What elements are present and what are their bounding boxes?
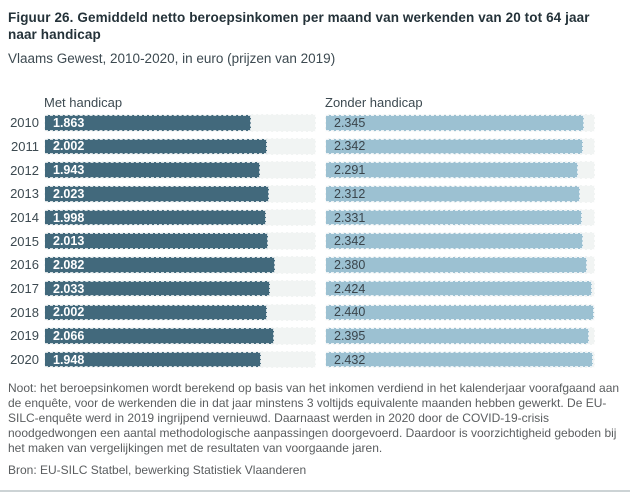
bar-track-zonder-handicap: 2.331 <box>325 208 595 227</box>
bar-value-label: 1.998 <box>53 210 85 225</box>
chart-row-2012: 2012 1.943 2.291 <box>8 161 622 179</box>
bar-zonder-handicap[interactable]: 2.395 <box>326 328 590 344</box>
bar-value-label: 1.943 <box>53 163 85 178</box>
bar-track-zonder-handicap: 2.424 <box>325 279 595 298</box>
bar-met-handicap[interactable]: 1.863 <box>45 115 252 131</box>
bar-value-label: 2.013 <box>53 234 85 249</box>
bar-value-label: 2.342 <box>334 139 366 154</box>
bar-value-label: 2.440 <box>334 305 366 320</box>
bar-met-handicap[interactable]: 2.066 <box>45 328 274 344</box>
bar-value-label: 2.002 <box>53 305 85 320</box>
year-label: 2018 <box>10 304 39 320</box>
year-label: 2013 <box>10 186 39 202</box>
year-label: 2012 <box>10 162 39 178</box>
bar-track-met-handicap: 2.013 <box>44 232 316 250</box>
bar-zonder-handicap[interactable]: 2.342 <box>326 233 584 249</box>
bar-track-met-handicap: 2.002 <box>44 137 316 156</box>
bar-value-label: 2.023 <box>53 186 85 201</box>
chart-row-2019: 2019 2.066 2.395 <box>8 327 622 345</box>
bar-zonder-handicap[interactable]: 2.291 <box>326 162 578 178</box>
chart-row-2020: 2020 1.948 2.432 <box>8 350 622 369</box>
bar-track-zonder-handicap: 2.291 <box>325 161 595 179</box>
bar-chart: Met handicap Zonder handicap 2010 1.863 2.… <box>8 94 622 369</box>
bar-zonder-handicap[interactable]: 2.424 <box>326 280 593 297</box>
chart-row-2010: 2010 1.863 2.345 <box>8 114 622 132</box>
bar-value-label: 2.342 <box>334 234 366 249</box>
bar-track-met-handicap: 2.002 <box>44 303 316 321</box>
bar-track-met-handicap: 2.082 <box>44 256 316 274</box>
year-label: 2017 <box>10 281 39 297</box>
bar-track-met-handicap: 1.948 <box>44 350 316 369</box>
bar-track-zonder-handicap: 2.312 <box>325 185 595 203</box>
chart-row-2015: 2015 2.013 2.342 <box>8 232 622 250</box>
bar-track-met-handicap: 1.943 <box>44 161 316 179</box>
bar-track-met-handicap: 2.066 <box>44 327 316 345</box>
chart-row-2017: 2017 2.033 2.424 <box>8 279 622 298</box>
bar-value-label: 1.863 <box>53 115 85 130</box>
chart-rows: 2010 1.863 2.345 2011 2.002 2.342 2012 1.943 2.2… <box>8 114 622 369</box>
bar-zonder-handicap[interactable]: 2.380 <box>326 257 588 273</box>
bar-zonder-handicap[interactable]: 2.345 <box>326 115 584 131</box>
bar-zonder-handicap[interactable]: 2.312 <box>326 186 580 202</box>
bar-value-label: 2.424 <box>334 281 366 296</box>
figure-subtitle: Vlaams Gewest, 2010-2020, in euro (prijz… <box>8 51 336 66</box>
bar-track-zonder-handicap: 2.440 <box>325 303 595 321</box>
chart-row-2014: 2014 1.998 2.331 <box>8 208 622 227</box>
bar-zonder-handicap[interactable]: 2.342 <box>326 138 584 155</box>
bar-value-label: 2.380 <box>334 257 366 272</box>
bar-value-label: 2.395 <box>334 328 366 343</box>
bar-track-zonder-handicap: 2.345 <box>325 114 595 132</box>
bar-value-label: 2.002 <box>53 139 85 154</box>
year-label: 2014 <box>10 210 39 225</box>
bar-value-label: 2.312 <box>334 186 366 201</box>
bar-value-label: 2.291 <box>334 163 366 178</box>
bar-value-label: 2.345 <box>334 115 366 130</box>
bar-zonder-handicap[interactable]: 2.440 <box>326 304 594 320</box>
figure-title: Figuur 26. Gemiddeld netto beroepsinkome… <box>8 10 590 42</box>
bar-value-label: 2.066 <box>53 328 85 343</box>
bar-met-handicap[interactable]: 2.033 <box>45 280 270 297</box>
bar-track-zonder-handicap: 2.342 <box>325 232 595 250</box>
year-label: 2020 <box>10 352 39 368</box>
bar-value-label: 2.432 <box>334 352 366 367</box>
column-headers: Met handicap Zonder handicap <box>8 94 622 110</box>
bar-track-zonder-handicap: 2.342 <box>325 137 595 156</box>
bar-met-handicap[interactable]: 2.002 <box>45 138 267 155</box>
bar-met-handicap[interactable]: 2.013 <box>45 233 268 249</box>
column-header-zonder-handicap: Zonder handicap <box>325 95 423 110</box>
column-header-met-handicap: Met handicap <box>44 95 123 110</box>
bar-track-met-handicap: 2.023 <box>44 185 316 203</box>
bar-value-label: 2.033 <box>53 281 85 296</box>
year-label: 2019 <box>10 328 39 344</box>
bar-met-handicap[interactable]: 1.948 <box>45 351 261 368</box>
year-label: 2016 <box>10 257 39 273</box>
bar-met-handicap[interactable]: 1.943 <box>45 162 260 178</box>
figure-note: Noot: het beroepsinkomen wordt berekend … <box>8 381 620 456</box>
bar-met-handicap[interactable]: 1.998 <box>45 209 267 226</box>
chart-row-2011: 2011 2.002 2.342 <box>8 137 622 156</box>
bar-met-handicap[interactable]: 2.002 <box>45 304 267 320</box>
chart-row-2013: 2013 2.023 2.312 <box>8 185 622 203</box>
bar-met-handicap[interactable]: 2.082 <box>45 257 276 273</box>
year-label: 2010 <box>10 115 39 131</box>
bar-value-label: 2.082 <box>53 257 85 272</box>
bar-track-met-handicap: 2.033 <box>44 279 316 298</box>
bar-zonder-handicap[interactable]: 2.432 <box>326 351 594 368</box>
bar-track-met-handicap: 1.998 <box>44 208 316 227</box>
year-label: 2011 <box>11 138 39 154</box>
chart-row-2018: 2018 2.002 2.440 <box>8 303 622 321</box>
bar-met-handicap[interactable]: 2.023 <box>45 186 269 202</box>
bar-track-zonder-handicap: 2.380 <box>325 256 595 274</box>
bar-zonder-handicap[interactable]: 2.331 <box>326 209 583 226</box>
figure-source: Bron: EU-SILC Statbel, bewerking Statist… <box>8 463 307 478</box>
year-label: 2015 <box>10 233 39 249</box>
bar-value-label: 2.331 <box>334 210 366 225</box>
bar-track-met-handicap: 1.863 <box>44 114 316 132</box>
chart-row-2016: 2016 2.082 2.380 <box>8 256 622 274</box>
bar-track-zonder-handicap: 2.395 <box>325 327 595 345</box>
bar-track-zonder-handicap: 2.432 <box>325 350 595 369</box>
bar-value-label: 1.948 <box>53 352 85 367</box>
